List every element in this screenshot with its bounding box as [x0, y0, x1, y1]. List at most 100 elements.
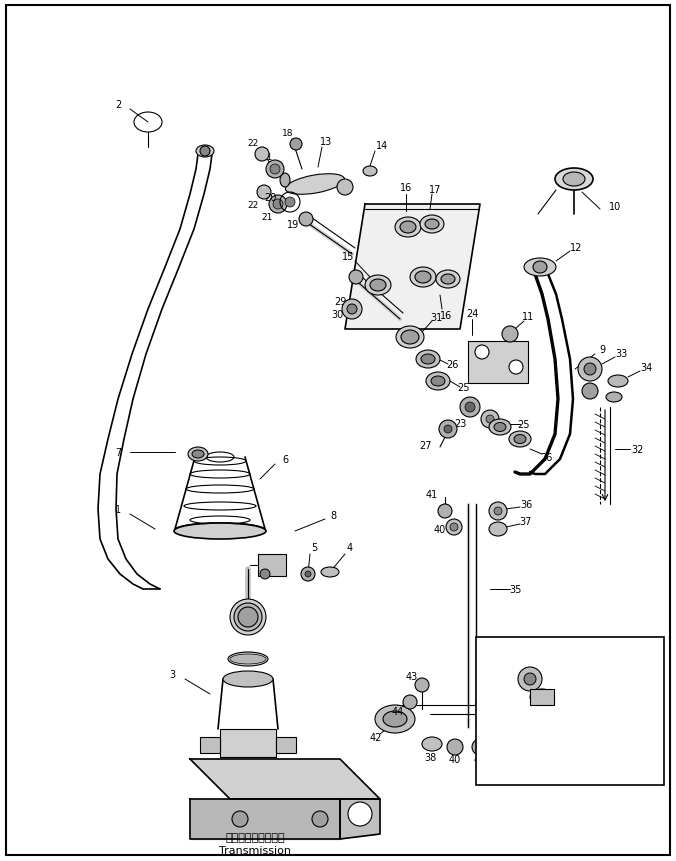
Bar — [530, 689, 554, 705]
Circle shape — [200, 147, 210, 157]
Text: 6: 6 — [282, 455, 288, 464]
Ellipse shape — [176, 524, 264, 536]
Text: 1: 1 — [115, 505, 121, 514]
Text: 適用号機: 適用号機 — [520, 650, 544, 660]
Text: D50P   Serial No. 80726-: D50P Serial No. 80726- — [484, 676, 582, 684]
Circle shape — [582, 383, 598, 400]
Circle shape — [518, 667, 542, 691]
Circle shape — [446, 519, 462, 536]
Bar — [258, 554, 286, 576]
Circle shape — [266, 161, 284, 179]
Text: 44: 44 — [392, 706, 404, 716]
Ellipse shape — [401, 331, 419, 344]
Ellipse shape — [422, 737, 442, 751]
Text: 32: 32 — [539, 749, 551, 759]
Text: 41: 41 — [474, 754, 486, 764]
Ellipse shape — [489, 419, 511, 436]
Circle shape — [230, 599, 266, 635]
Text: 42: 42 — [370, 732, 382, 742]
Ellipse shape — [192, 450, 204, 458]
Text: 16: 16 — [400, 183, 412, 193]
Ellipse shape — [608, 375, 628, 387]
Circle shape — [255, 148, 269, 162]
Ellipse shape — [606, 393, 622, 403]
Text: 30: 30 — [331, 310, 343, 319]
Text: 18: 18 — [283, 128, 294, 138]
Circle shape — [347, 305, 357, 314]
Ellipse shape — [410, 268, 436, 288]
Polygon shape — [190, 759, 380, 799]
Ellipse shape — [396, 326, 424, 349]
Ellipse shape — [524, 258, 556, 276]
Ellipse shape — [416, 350, 440, 369]
Circle shape — [494, 507, 502, 516]
Circle shape — [290, 139, 302, 151]
Text: 10: 10 — [609, 201, 621, 212]
Ellipse shape — [421, 355, 435, 364]
Text: 4: 4 — [347, 542, 353, 553]
Circle shape — [312, 811, 328, 827]
Circle shape — [260, 569, 270, 579]
Ellipse shape — [375, 705, 415, 734]
Circle shape — [465, 403, 475, 412]
Circle shape — [502, 326, 518, 343]
Text: 29: 29 — [334, 297, 346, 307]
Text: 9: 9 — [599, 344, 605, 355]
Ellipse shape — [400, 222, 416, 233]
Circle shape — [444, 425, 452, 433]
Text: 22: 22 — [247, 139, 259, 147]
Circle shape — [481, 411, 499, 429]
Text: 33: 33 — [615, 349, 627, 358]
Text: Transmission: Transmission — [219, 845, 291, 855]
Text: 40: 40 — [449, 754, 461, 764]
Text: 41: 41 — [426, 489, 438, 499]
Bar — [468, 342, 528, 383]
Ellipse shape — [563, 173, 585, 187]
Circle shape — [472, 739, 488, 755]
Circle shape — [232, 811, 248, 827]
Ellipse shape — [426, 373, 450, 391]
Circle shape — [301, 567, 315, 581]
Ellipse shape — [370, 280, 386, 292]
Ellipse shape — [395, 218, 421, 238]
Circle shape — [273, 200, 283, 210]
Text: 19: 19 — [287, 220, 299, 230]
Text: 21: 21 — [262, 214, 272, 222]
Ellipse shape — [415, 272, 431, 283]
Text: 28: 28 — [492, 424, 504, 435]
Circle shape — [439, 420, 457, 438]
Polygon shape — [340, 799, 380, 839]
Text: 26: 26 — [540, 453, 552, 462]
Circle shape — [450, 523, 458, 531]
Circle shape — [270, 164, 280, 175]
Text: 36: 36 — [520, 499, 532, 510]
Ellipse shape — [509, 431, 531, 448]
Text: 8: 8 — [330, 511, 336, 520]
Text: 38: 38 — [424, 753, 436, 762]
Ellipse shape — [530, 689, 554, 705]
Ellipse shape — [230, 654, 266, 664]
Circle shape — [269, 195, 287, 214]
Ellipse shape — [337, 180, 353, 195]
Text: 2: 2 — [115, 100, 121, 110]
Ellipse shape — [514, 435, 526, 444]
Circle shape — [489, 503, 507, 520]
Text: 20: 20 — [264, 193, 276, 202]
Text: 24: 24 — [466, 308, 478, 319]
Text: 15: 15 — [342, 251, 354, 262]
Text: 22: 22 — [247, 201, 259, 210]
Bar — [220, 729, 276, 757]
Polygon shape — [190, 799, 340, 839]
Text: 25: 25 — [458, 382, 470, 393]
Circle shape — [524, 673, 536, 685]
Polygon shape — [345, 205, 480, 330]
Ellipse shape — [196, 146, 214, 158]
Text: 34: 34 — [640, 362, 652, 373]
Text: 23: 23 — [454, 418, 466, 429]
Text: 32: 32 — [631, 444, 643, 455]
Ellipse shape — [441, 275, 455, 285]
Text: 35: 35 — [510, 585, 522, 594]
Circle shape — [578, 357, 602, 381]
Text: 25: 25 — [518, 419, 530, 430]
Ellipse shape — [223, 672, 273, 687]
